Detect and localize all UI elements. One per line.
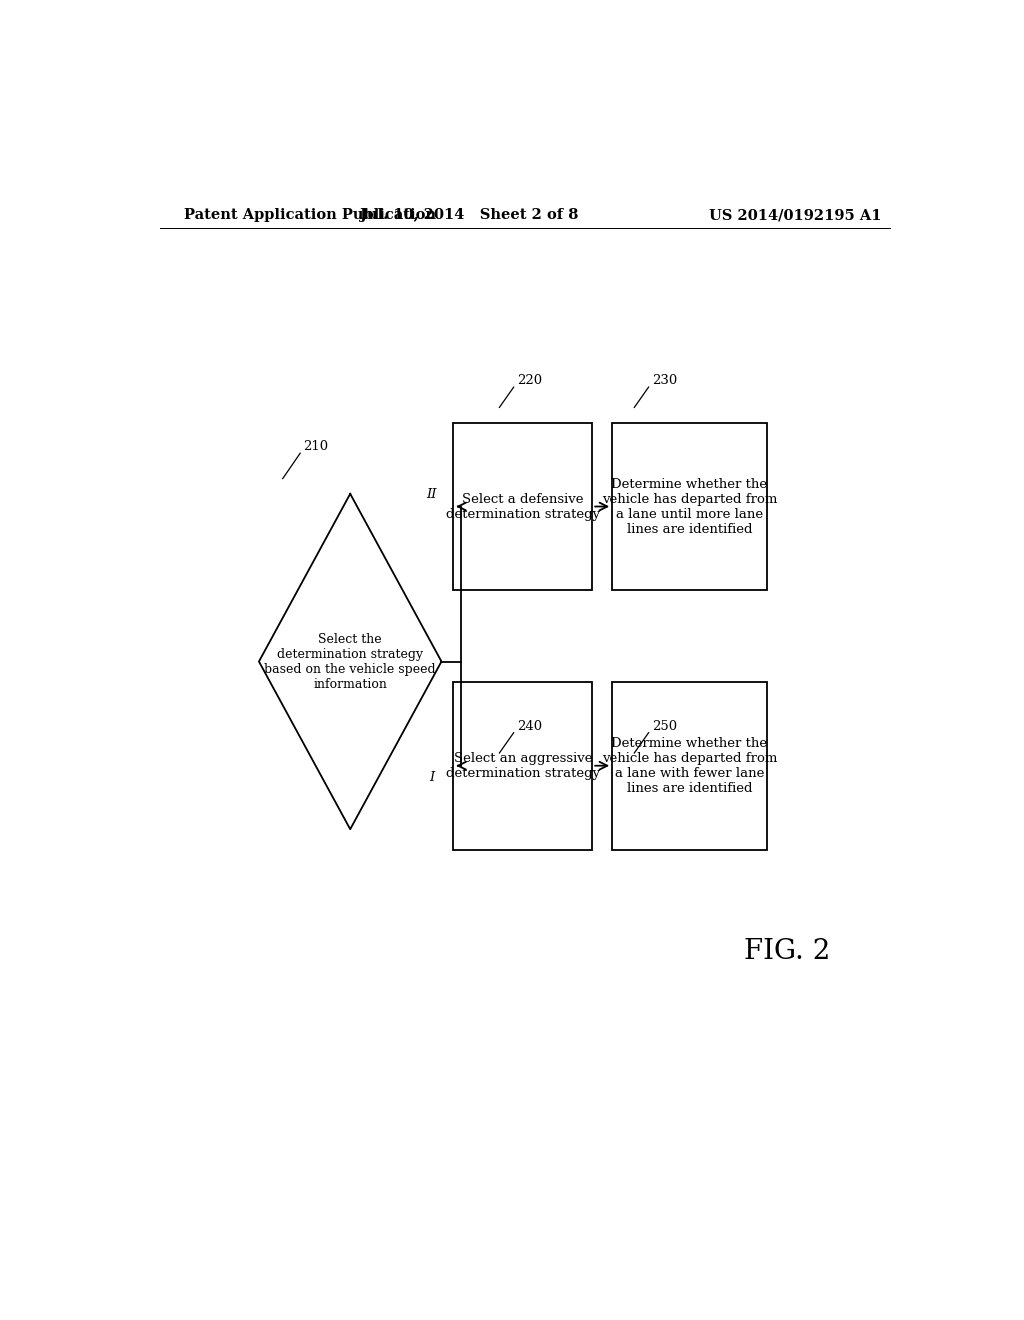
Text: US 2014/0192195 A1: US 2014/0192195 A1	[710, 209, 882, 222]
Bar	[612, 422, 767, 590]
Text: 250: 250	[652, 719, 677, 733]
Text: Jul. 10, 2014   Sheet 2 of 8: Jul. 10, 2014 Sheet 2 of 8	[360, 209, 579, 222]
Text: I: I	[429, 771, 434, 784]
Text: II: II	[427, 488, 437, 500]
Text: FIG. 2: FIG. 2	[743, 937, 829, 965]
Bar	[612, 682, 767, 850]
Text: Determine whether the
vehicle has departed from
a lane with fewer lane
lines are: Determine whether the vehicle has depart…	[602, 737, 777, 795]
Bar	[454, 422, 592, 590]
Bar	[454, 682, 592, 850]
Text: Select an aggressive
determination strategy: Select an aggressive determination strat…	[445, 751, 600, 780]
Text: 220: 220	[517, 374, 542, 387]
Text: Select a defensive
determination strategy: Select a defensive determination strateg…	[445, 492, 600, 520]
Text: Select the
determination strategy
based on the vehicle speed
information: Select the determination strategy based …	[264, 632, 436, 690]
Text: Determine whether the
vehicle has departed from
a lane until more lane
lines are: Determine whether the vehicle has depart…	[602, 478, 777, 536]
Text: Patent Application Publication: Patent Application Publication	[183, 209, 435, 222]
Text: 210: 210	[303, 440, 329, 453]
Text: 240: 240	[517, 719, 542, 733]
Text: 230: 230	[652, 374, 677, 387]
